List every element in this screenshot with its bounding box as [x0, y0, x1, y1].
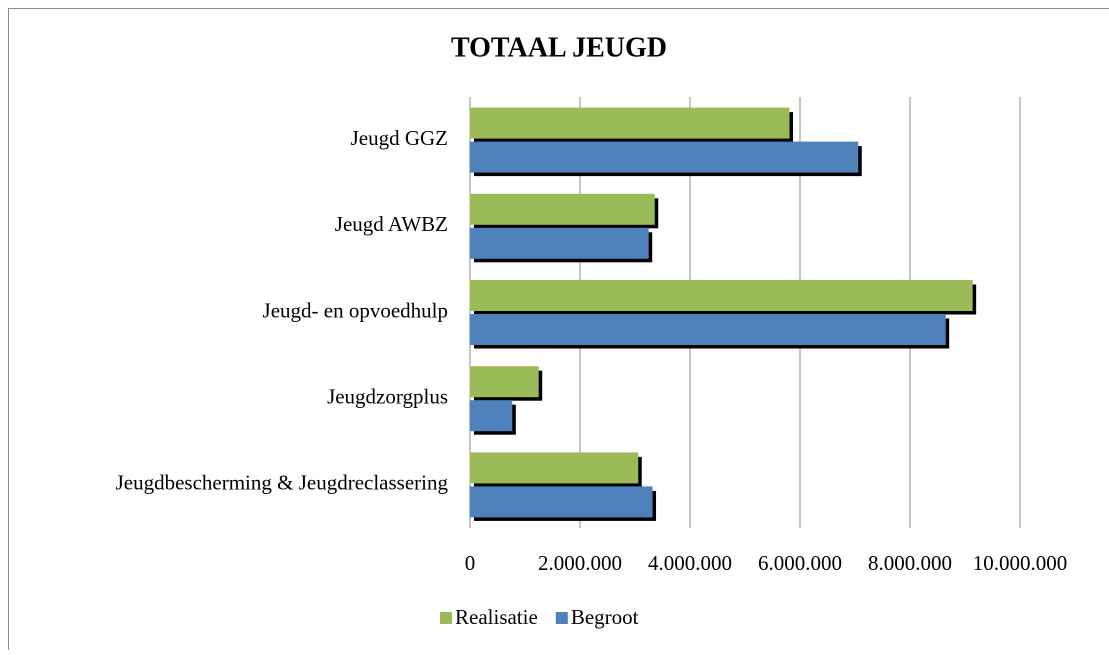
- y-tick-label: Jeugdzorgplus: [327, 385, 448, 409]
- bar: [470, 401, 512, 431]
- y-tick-label: Jeugd GGZ: [351, 126, 448, 150]
- bar: [470, 142, 858, 172]
- bar: [470, 487, 652, 517]
- x-tick-label: 2.000.000: [538, 551, 622, 575]
- x-tick-label: 10.000.000: [973, 551, 1068, 575]
- y-tick-label: Jeugd AWBZ: [335, 212, 448, 236]
- chart-title: TOTAAL JEUGD: [451, 32, 667, 63]
- x-tick-label: 8.000.000: [868, 551, 952, 575]
- x-tick-label: 4.000.000: [648, 551, 732, 575]
- bar: [470, 228, 648, 258]
- bar: [470, 315, 945, 345]
- legend-label: Begroot: [571, 605, 639, 629]
- legend-swatch: [440, 612, 452, 624]
- bar: [470, 281, 972, 311]
- legend-label: Realisatie: [455, 605, 538, 629]
- legend-swatch: [556, 612, 568, 624]
- x-tick-label: 0: [465, 551, 476, 575]
- y-tick-label: Jeugdbescherming & Jeugdreclassering: [116, 471, 449, 495]
- bar: [470, 453, 638, 483]
- x-tick-label: 6.000.000: [758, 551, 842, 575]
- y-tick-label: Jeugd- en opvoedhulp: [263, 298, 448, 322]
- bar: [470, 108, 789, 138]
- bar: [470, 367, 538, 397]
- bar: [470, 194, 654, 224]
